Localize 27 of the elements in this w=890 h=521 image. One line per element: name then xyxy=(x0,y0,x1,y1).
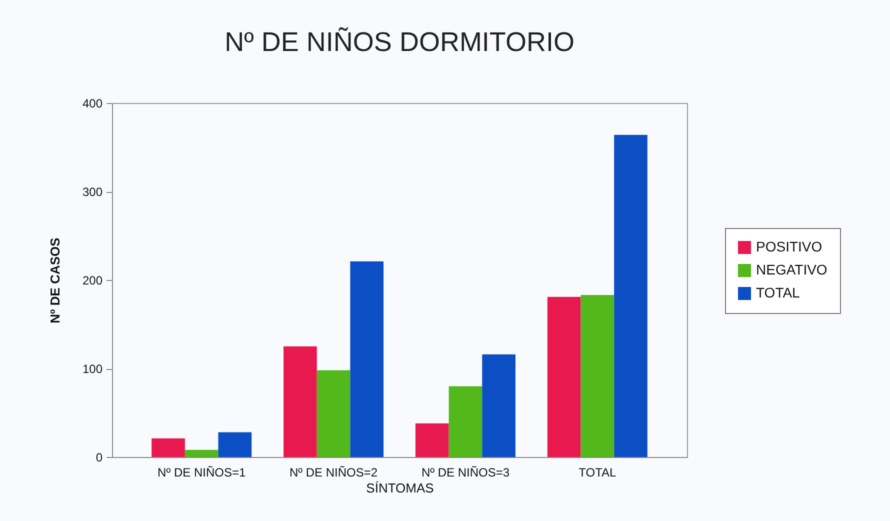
bar xyxy=(152,438,185,457)
bar xyxy=(547,296,581,457)
bar xyxy=(415,423,449,457)
bar xyxy=(614,134,648,457)
y-tick-label: 0 xyxy=(96,450,103,464)
bar xyxy=(350,261,384,457)
legend-label: TOTAL xyxy=(756,284,800,300)
x-tick-label: Nº DE NIÑOS=1 xyxy=(158,466,246,480)
bar xyxy=(184,450,218,457)
bar xyxy=(316,370,350,457)
legend-label: NEGATIVO xyxy=(756,262,828,278)
x-tick-label: TOTAL xyxy=(578,466,617,480)
chart-title: Nº DE NIÑOS DORMITORIO xyxy=(224,27,574,57)
y-tick-label: 300 xyxy=(82,185,103,199)
x-axis-title: SÍNTOMAS xyxy=(366,480,434,496)
bar xyxy=(218,432,252,457)
x-tick-label: Nº DE NIÑOS=2 xyxy=(289,466,378,480)
bar xyxy=(482,354,516,457)
y-tick-label: 400 xyxy=(82,96,103,110)
y-tick-label: 200 xyxy=(82,274,103,288)
bar xyxy=(284,346,317,457)
bar xyxy=(448,386,482,457)
legend-label: POSITIVO xyxy=(756,238,822,254)
bar xyxy=(580,295,614,457)
x-tick-label: Nº DE NIÑOS=3 xyxy=(421,466,510,480)
y-axis-title: Nº DE CASOS xyxy=(47,237,62,324)
y-tick-label: 100 xyxy=(82,362,103,376)
